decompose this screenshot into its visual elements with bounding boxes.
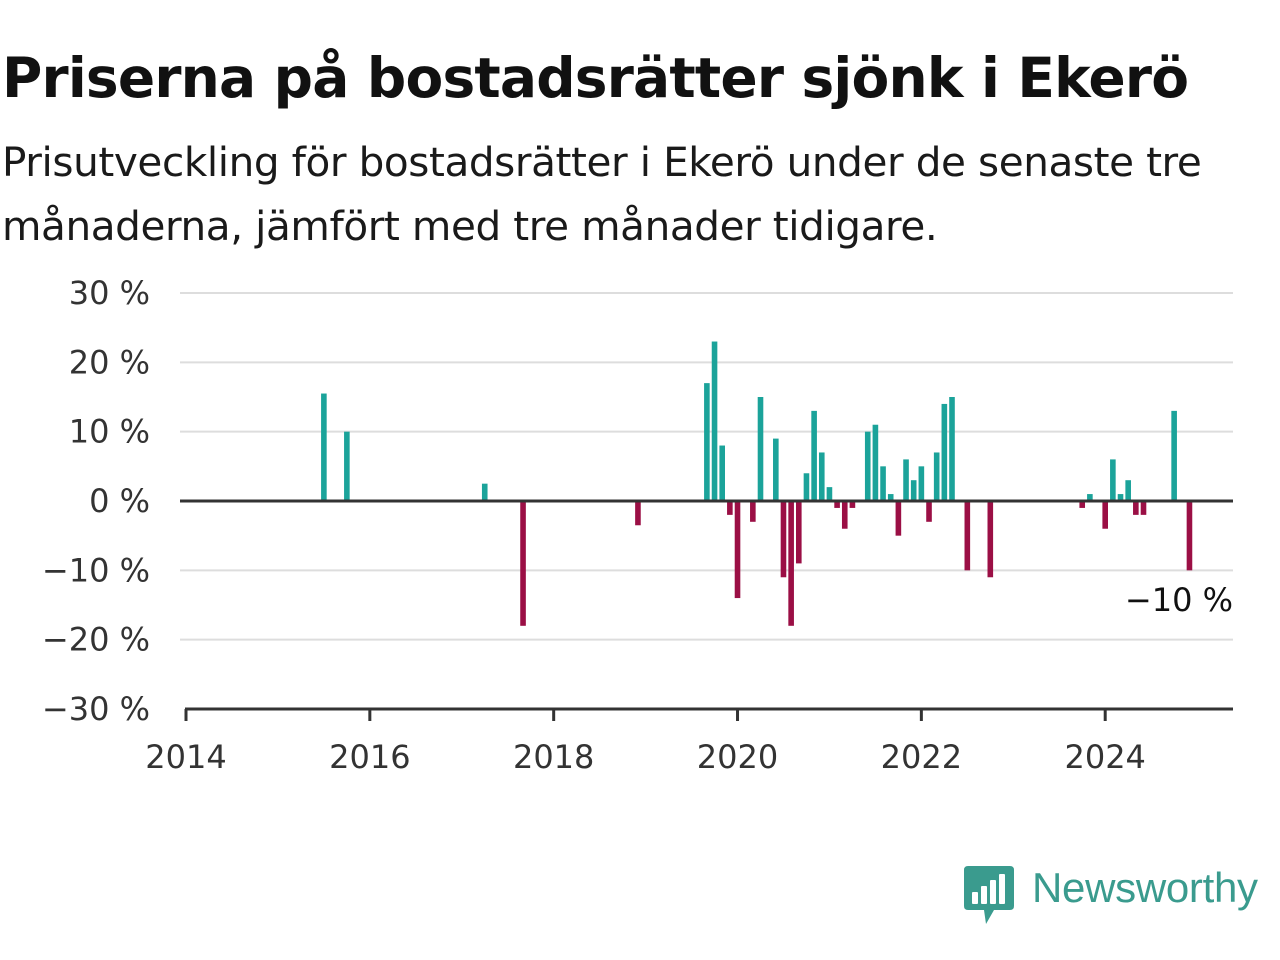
x-tick-label: 2016: [329, 738, 410, 776]
bar: [933, 452, 940, 501]
bar: [773, 438, 779, 501]
bar: [964, 501, 971, 571]
bar: [941, 403, 948, 501]
bar: [910, 480, 917, 501]
y-axis-labels: 30 % 20 % 10 % 0 % −10 % −20 % −30 %: [42, 274, 150, 728]
bar: [1117, 494, 1124, 501]
gridlines: [180, 292, 1233, 641]
x-tick-label: 2022: [881, 738, 962, 776]
bar: [321, 393, 327, 501]
x-tick-label: 2020: [697, 738, 778, 776]
bar: [834, 501, 840, 508]
x-axis-labels: 2014 2016 2018 2020 2022 2024: [145, 738, 1146, 776]
bar: [1110, 459, 1116, 501]
bar: [849, 501, 856, 508]
bars: [321, 341, 1193, 626]
bar: [344, 431, 350, 501]
y-tick-label: −20 %: [42, 621, 150, 659]
bar: [949, 397, 955, 501]
bar: [704, 383, 710, 501]
y-tick-label: 0 %: [89, 482, 150, 520]
bar: [1079, 501, 1086, 508]
bar: [734, 501, 741, 599]
bar: [711, 341, 718, 501]
annotations: −10 %: [1125, 581, 1233, 619]
x-tick-label: 2018: [513, 738, 594, 776]
bar: [1102, 501, 1108, 529]
newsworthy-logo-icon: [964, 866, 1014, 924]
bar: [926, 501, 932, 522]
x-tick-label: 2024: [1064, 738, 1145, 776]
bar: [1186, 501, 1193, 571]
y-tick-label: 20 %: [69, 343, 150, 381]
bar: [719, 445, 725, 501]
bar: [727, 501, 733, 515]
bar: [788, 501, 794, 626]
bar: [750, 501, 756, 522]
bar: [635, 501, 641, 526]
bar: [803, 473, 810, 501]
bar: [1087, 494, 1093, 501]
chart-title: Priserna på bostadsrätter sjönk i Ekerö: [2, 46, 1189, 110]
bar: [872, 424, 879, 501]
bar: [811, 410, 817, 501]
bar: [796, 501, 802, 564]
bar: [1140, 501, 1147, 515]
bar: [880, 466, 886, 501]
y-tick-label: 10 %: [69, 413, 150, 451]
x-axis: [180, 499, 1233, 721]
bar: [841, 501, 848, 529]
chart-subtitle: Prisutveckling för bostadsrätter i Ekerö…: [2, 138, 1202, 250]
x-tick-label: 2014: [145, 738, 226, 776]
last-value-label: −10 %: [1125, 581, 1233, 619]
bar: [757, 397, 764, 501]
bar: [818, 452, 825, 501]
bar: [826, 487, 833, 501]
bar: [481, 483, 488, 501]
newsworthy-logo-text: Newsworthy: [1032, 864, 1258, 911]
bar: [1125, 480, 1131, 501]
bar: [903, 459, 909, 501]
bar: [887, 494, 894, 501]
bar: [864, 431, 871, 501]
bar: [520, 501, 526, 626]
bar: [1171, 410, 1177, 501]
bar: [895, 501, 902, 536]
y-tick-label: −10 %: [42, 551, 150, 589]
bar: [780, 501, 787, 578]
y-tick-label: 30 %: [69, 274, 150, 312]
y-tick-label: −30 %: [42, 690, 150, 728]
bar: [987, 501, 994, 578]
bar: [1133, 501, 1139, 515]
bar: [918, 466, 925, 501]
